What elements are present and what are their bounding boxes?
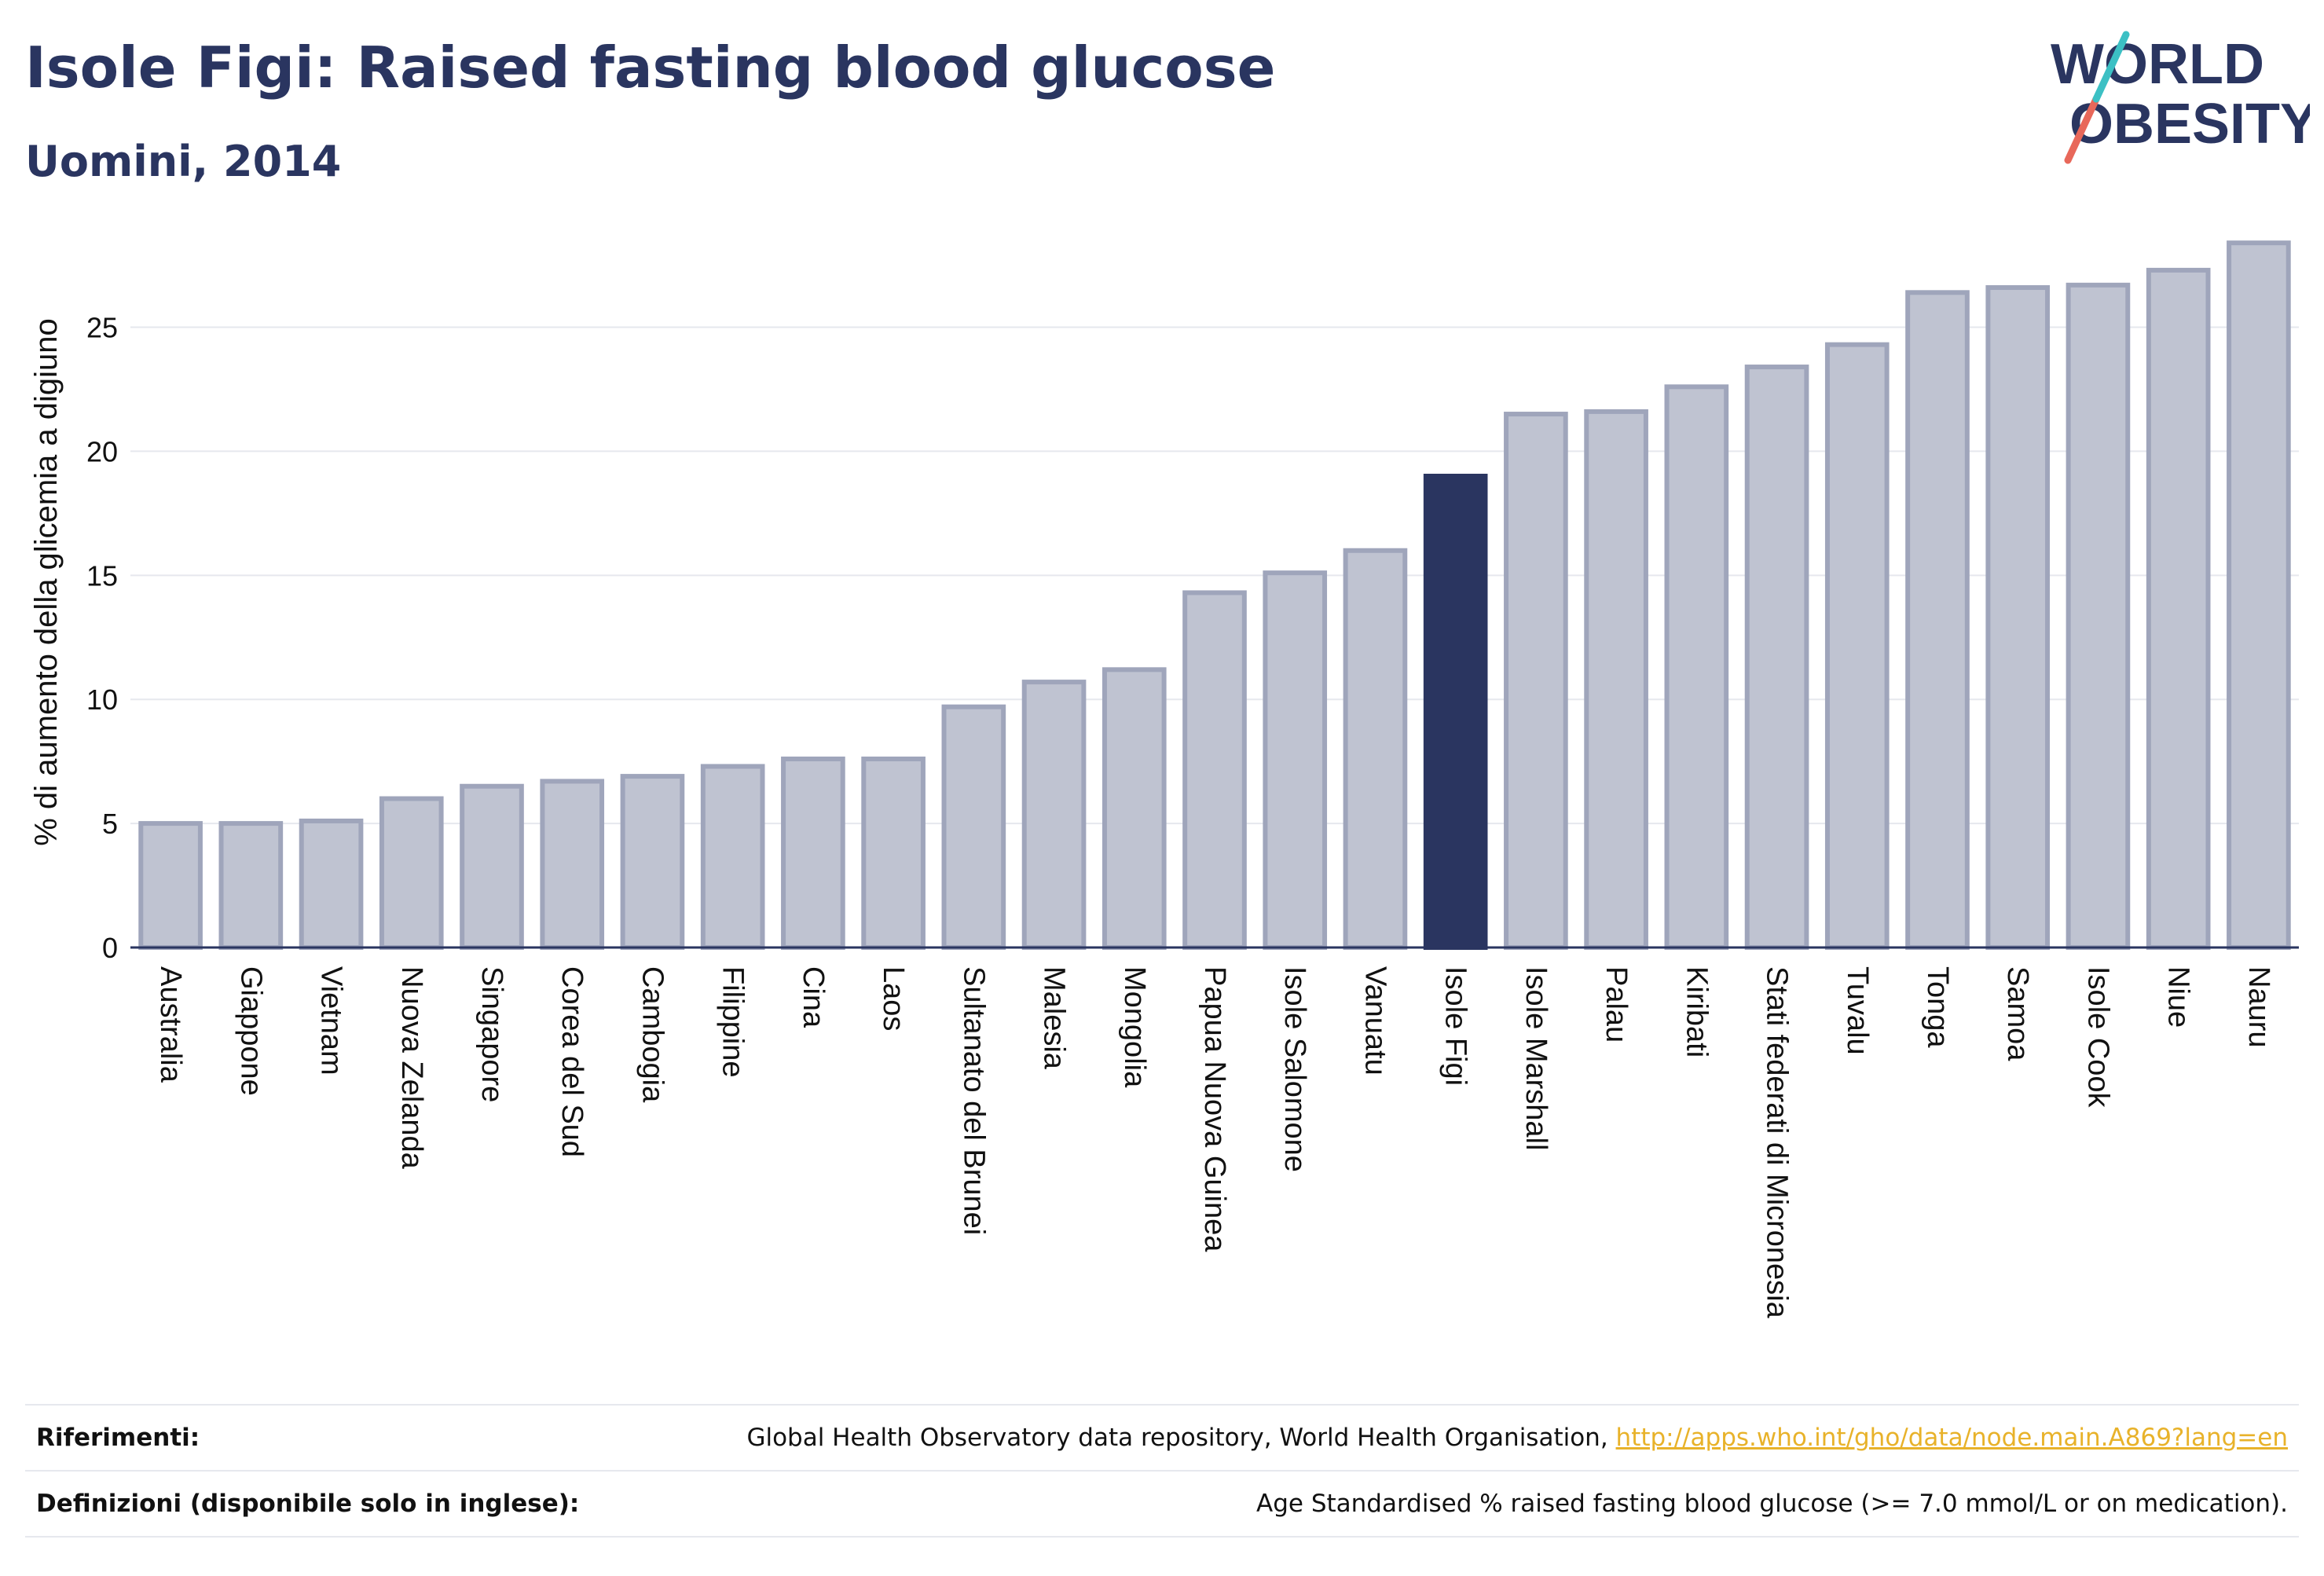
definitions-row: Definizioni (disponibile solo in inglese… [25,1470,2299,1538]
definitions-label: Definizioni (disponibile solo in inglese… [36,1490,580,1518]
x-tick-label: Isole Salomone [1278,966,1311,1172]
x-tick-label: Isole Marshall [1519,966,1552,1150]
bar [700,764,765,951]
bar [781,757,845,950]
x-tick-label: Singapore [475,966,508,1102]
axes: 0 5 10 15 20 25 Australia Giappone Vietnam Nuova … [86,312,2299,1319]
x-tick-label: Vietnam [315,966,348,1076]
references-label: Riferimenti: [36,1424,200,1452]
bar [1263,570,1328,950]
y-tick-label: 5 [102,808,118,840]
bar [299,818,364,951]
bar [1744,365,1809,951]
y-tick-label: 0 [102,932,118,964]
x-tick-label: Palau [1600,966,1633,1043]
chart-subtitle: Uomini, 2014 [25,137,342,186]
bar [941,704,1006,950]
chart-title: Isole Figi: Raised fasting blood glucose [25,35,1276,101]
references-row: Riferimenti: Global Health Observatory d… [25,1404,2299,1470]
x-tick-label: Samoa [2001,966,2034,1061]
x-tick-label: Laos [877,966,910,1031]
x-tick-label: Mongolia [1118,966,1151,1088]
source-link[interactable]: http://apps.who.int/gho/data/node.main.A… [1615,1424,2288,1452]
svg-text:WORLD: WORLD [2051,33,2264,96]
bar [2146,267,2211,951]
y-tick-label: 15 [86,559,118,592]
bar [1664,384,1729,950]
bar [1021,680,1087,951]
x-tick-label: Tuvalu [1841,966,1874,1055]
bar-highlight [1423,474,1488,950]
x-tick-label: Filippine [717,966,750,1078]
bar [540,779,605,951]
bar [1102,667,1167,950]
bar [1824,342,1890,950]
references-value: Global Health Observatory data repositor… [746,1424,2299,1452]
definitions-value: Age Standardised % raised fasting blood … [1256,1490,2288,1518]
x-tick-label: Isole Figi [1439,966,1472,1086]
bar [2066,282,2131,950]
bar [218,821,284,951]
bar [861,757,926,950]
bar [1584,409,1648,951]
bar [1905,290,1970,950]
x-tick-label: Giappone [234,966,267,1096]
bar [620,774,685,951]
references-text: Global Health Observatory data repositor… [746,1424,1616,1452]
x-tick-label: Cambogia [636,966,669,1103]
bar [1504,412,1568,951]
bar-chart: 0 5 10 15 20 25 Australia Giappone Vietnam Nuova … [29,240,2299,1319]
x-tick-label: Cina [797,966,830,1028]
bar [460,783,524,950]
x-tick-label: Vanuatu [1358,966,1391,1076]
svg-text:OBESITY: OBESITY [2069,93,2310,156]
bar [379,796,444,950]
x-tick-label: Australia [154,966,187,1083]
x-tick-label: Papua Nuova Guinea [1198,966,1231,1252]
x-tick-label: Corea del Sud [555,966,588,1157]
world-obesity-logo: WORLD OBESITY [2051,31,2310,164]
bar [1985,285,2051,950]
x-tick-label: Stati federati di Micronesia [1761,966,1794,1319]
bar [138,821,203,951]
bars [138,240,2291,951]
x-tick-label: Malesia [1038,966,1071,1070]
x-tick-label: Nauru [2242,966,2275,1048]
y-axis-label: % di aumento della glicemia a digiuno [29,318,64,846]
x-tick-label: Sultanato del Brunei [957,966,990,1235]
x-tick-label: Nuova Zelanda [395,966,428,1170]
bar [1182,590,1247,951]
bar [1343,548,1408,950]
references-table: Riferimenti: Global Health Observatory d… [25,1404,2299,1538]
y-tick-label: 25 [86,312,118,344]
y-tick-label: 10 [86,684,118,716]
x-tick-label: Kiribati [1680,966,1713,1057]
x-tick-label: Isole Cook [2081,966,2114,1109]
x-tick-label: Niue [2162,966,2195,1028]
x-tick-label: Tonga [1921,966,1954,1048]
y-tick-label: 20 [86,435,118,467]
bar [2227,240,2291,950]
